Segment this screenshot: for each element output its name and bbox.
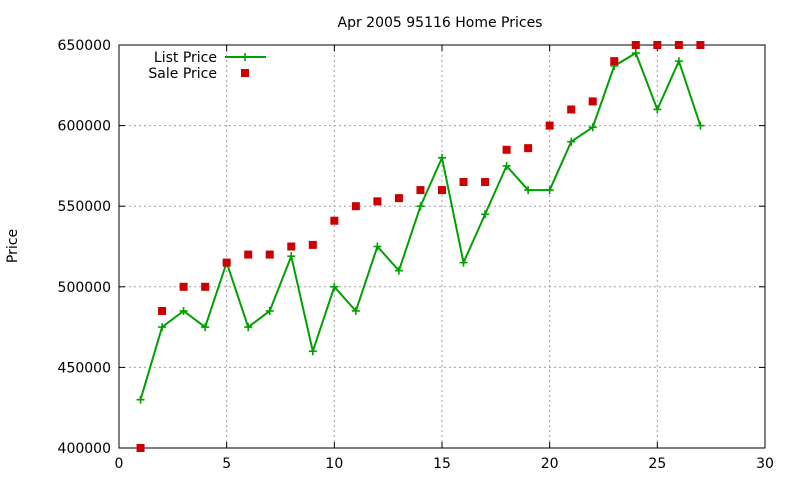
- data-point: [416, 202, 425, 211]
- y-tick-label: 500000: [58, 280, 111, 296]
- data-point: [696, 41, 705, 49]
- data-point: [459, 258, 468, 267]
- data-point: [394, 266, 403, 275]
- data-point: [481, 210, 490, 219]
- data-point: [308, 240, 317, 249]
- data-point: [373, 242, 382, 251]
- series-sale-price: [136, 41, 705, 452]
- data-point: [351, 306, 360, 315]
- data-point: [567, 105, 576, 114]
- data-point: [265, 306, 274, 315]
- data-point: [201, 323, 210, 332]
- data-point: [158, 323, 167, 332]
- series-line: [139, 51, 702, 400]
- x-tick-label: 15: [433, 456, 451, 472]
- data-point: [330, 282, 339, 291]
- data-point: [610, 57, 619, 66]
- data-point: [653, 105, 662, 114]
- data-point: [502, 161, 511, 170]
- data-point: [373, 197, 382, 206]
- data-point: [222, 258, 231, 267]
- data-point: [567, 137, 576, 146]
- x-tick-label: 5: [222, 456, 231, 472]
- data-point: [136, 395, 145, 404]
- data-point: [416, 186, 425, 195]
- data-point: [524, 186, 533, 195]
- data-point: [481, 178, 490, 187]
- data-point: [653, 41, 662, 49]
- y-tick-label: 400000: [58, 441, 111, 457]
- data-point: [351, 202, 360, 211]
- data-point: [201, 282, 210, 291]
- data-point: [308, 347, 317, 356]
- data-point: [674, 41, 683, 49]
- legend-swatch-marker: [241, 69, 249, 77]
- legend-swatch-marker: [241, 53, 249, 61]
- data-point: [696, 121, 705, 130]
- data-point: [674, 57, 683, 66]
- legend-label: Sale Price: [148, 66, 217, 82]
- data-point: [631, 49, 640, 58]
- data-point: [545, 186, 554, 195]
- series-layer: [136, 41, 705, 452]
- y-tick-label: 600000: [58, 119, 111, 135]
- x-tick-label: 30: [756, 456, 774, 472]
- data-point: [438, 153, 446, 162]
- data-point: [179, 282, 188, 291]
- y-tick-label: 550000: [58, 199, 111, 215]
- data-point: [244, 323, 253, 332]
- data-point: [244, 250, 253, 259]
- y-axis-label: Price: [5, 229, 21, 263]
- data-point: [136, 444, 145, 452]
- data-point: [524, 144, 533, 153]
- data-point: [394, 194, 403, 203]
- chart-title: Apr 2005 95116 Home Prices: [338, 15, 543, 31]
- data-point: [588, 97, 597, 106]
- x-tick-label: 25: [648, 456, 666, 472]
- data-point: [459, 178, 468, 187]
- data-point: [631, 41, 640, 49]
- grid-lines: [119, 45, 765, 448]
- data-point: [158, 306, 167, 315]
- data-point: [287, 242, 296, 251]
- data-point: [545, 121, 554, 130]
- data-point: [179, 306, 188, 315]
- data-point: [265, 250, 274, 259]
- x-tick-label: 20: [541, 456, 559, 472]
- data-point: [502, 145, 511, 154]
- x-tick-label: 10: [325, 456, 343, 472]
- x-tick-label: 0: [115, 456, 124, 472]
- data-point: [588, 123, 597, 132]
- y-tick-label: 650000: [58, 38, 111, 54]
- series-list-price: [136, 49, 705, 404]
- legend-label: List Price: [154, 50, 217, 66]
- data-point: [330, 216, 339, 225]
- plot-frame: [118, 44, 766, 449]
- data-point: [287, 252, 296, 261]
- axis-ticks: 400000 450000 500000 550000 600000 650000 0 5 10…: [58, 38, 774, 472]
- data-point: [438, 186, 446, 195]
- y-tick-label: 450000: [58, 360, 111, 376]
